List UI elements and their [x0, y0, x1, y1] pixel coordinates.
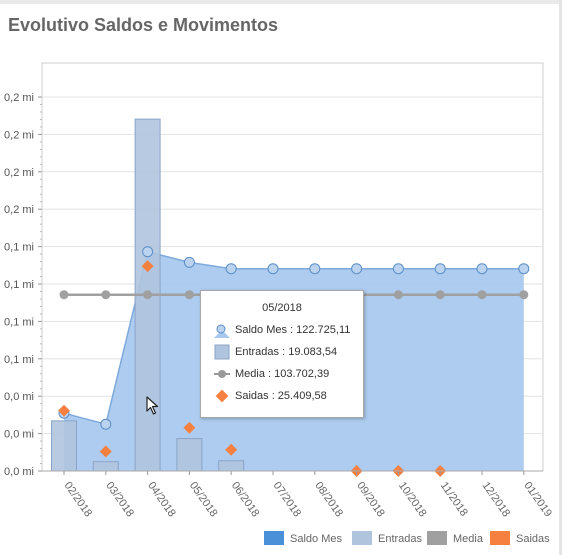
- saldo-mes-point: [309, 263, 321, 275]
- x-tick-label: 10/2018: [396, 480, 429, 519]
- y-tick-label: 0,2 mi: [4, 92, 34, 104]
- y-tick-label: 0,1 mi: [4, 242, 34, 254]
- media-point: [435, 290, 445, 300]
- entradas-bar: [51, 420, 77, 472]
- tooltip-header: 05/2018: [262, 302, 302, 314]
- mouse-cursor-icon: [146, 396, 159, 415]
- media-point: [59, 290, 69, 300]
- saldo-mes-point: [142, 246, 154, 258]
- x-tick-label: 04/2018: [145, 480, 178, 519]
- x-tick-label: 02/2018: [62, 480, 95, 519]
- y-tick-label: 0,2 mi: [4, 129, 34, 141]
- saldo-mes-point: [225, 263, 237, 275]
- y-tick-label: 0,1 mi: [4, 354, 34, 366]
- x-tick-label: 07/2018: [271, 480, 304, 519]
- top-border: [0, 0, 562, 4]
- y-tick-label: 0,1 mi: [4, 316, 34, 328]
- legend-label-media: Media: [453, 533, 483, 545]
- saldo-mes-point: [434, 263, 446, 275]
- x-tick-label: 09/2018: [354, 480, 387, 519]
- tooltip-row-saidas: Saidas : 25.409,58: [213, 387, 327, 405]
- tooltip: 05/2018 Saldo Mes : 122.725,11 Entradas …: [200, 290, 364, 418]
- legend-label-saidas: Saidas: [516, 533, 550, 545]
- legend-swatch-saidas: [490, 531, 510, 545]
- tooltip-row-entradas: Entradas : 19.083,54: [213, 343, 337, 361]
- y-tick-label: 0,0 mi: [4, 466, 34, 478]
- media-point: [393, 290, 403, 300]
- y-tick-label: 0,0 mi: [4, 391, 34, 403]
- entradas-bar: [218, 460, 245, 472]
- media-point: [184, 290, 194, 300]
- legend-swatch-media: [427, 531, 447, 545]
- media-point: [519, 290, 529, 300]
- tooltip-saidas-text: Saidas : 25.409,58: [235, 390, 327, 402]
- entradas-icon: [214, 344, 230, 360]
- saldo-mes-point: [183, 256, 195, 268]
- right-border: [559, 0, 562, 555]
- saldo-mes-icon: [214, 324, 230, 338]
- tooltip-entradas-text: Entradas : 19.083,54: [235, 346, 338, 358]
- legend-swatch-entradas: [352, 531, 372, 545]
- y-tick-label: 0,2 mi: [4, 167, 34, 179]
- x-tick-label: 08/2018: [312, 480, 345, 519]
- saldo-mes-point: [351, 263, 363, 275]
- tooltip-row-saldo-mes: Saldo Mes : 122.725,11: [213, 321, 350, 339]
- media-point: [477, 290, 487, 300]
- x-tick-label: 12/2018: [480, 480, 513, 519]
- saldo-mes-point: [392, 263, 404, 275]
- x-tick-label: 06/2018: [229, 480, 262, 519]
- x-tick-label: 05/2018: [187, 480, 220, 519]
- tooltip-saldo-mes-text: Saldo Mes : 122.725,11: [235, 324, 351, 336]
- x-tick-label: 01/2019: [521, 480, 554, 519]
- tooltip-row-media: Media : 103.702,39: [213, 365, 329, 383]
- saldo-mes-point: [518, 263, 530, 275]
- saldo-mes-point: [100, 418, 112, 430]
- legend-swatch-saldo-mes: [264, 531, 284, 545]
- saldo-mes-point: [267, 263, 279, 275]
- x-tick-label: 03/2018: [103, 480, 136, 519]
- media-point: [101, 290, 111, 300]
- y-tick-label: 0,1 mi: [4, 279, 34, 291]
- media-icon: [214, 370, 230, 378]
- tooltip-media-text: Media : 103.702,39: [235, 368, 330, 380]
- saidas-icon: [215, 389, 229, 403]
- saldo-mes-point: [476, 263, 488, 275]
- legend-label-saldo-mes: Saldo Mes: [290, 533, 342, 545]
- y-tick-label: 0,0 mi: [4, 429, 34, 441]
- entradas-bar: [92, 461, 119, 472]
- chart-title: Evolutivo Saldos e Movimentos: [8, 15, 279, 35]
- y-tick-label: 0,2 mi: [4, 204, 34, 216]
- legend-label-entradas: Entradas: [378, 533, 423, 545]
- media-point: [143, 290, 153, 300]
- x-tick-label: 11/2018: [438, 480, 470, 519]
- entradas-bar: [176, 438, 203, 472]
